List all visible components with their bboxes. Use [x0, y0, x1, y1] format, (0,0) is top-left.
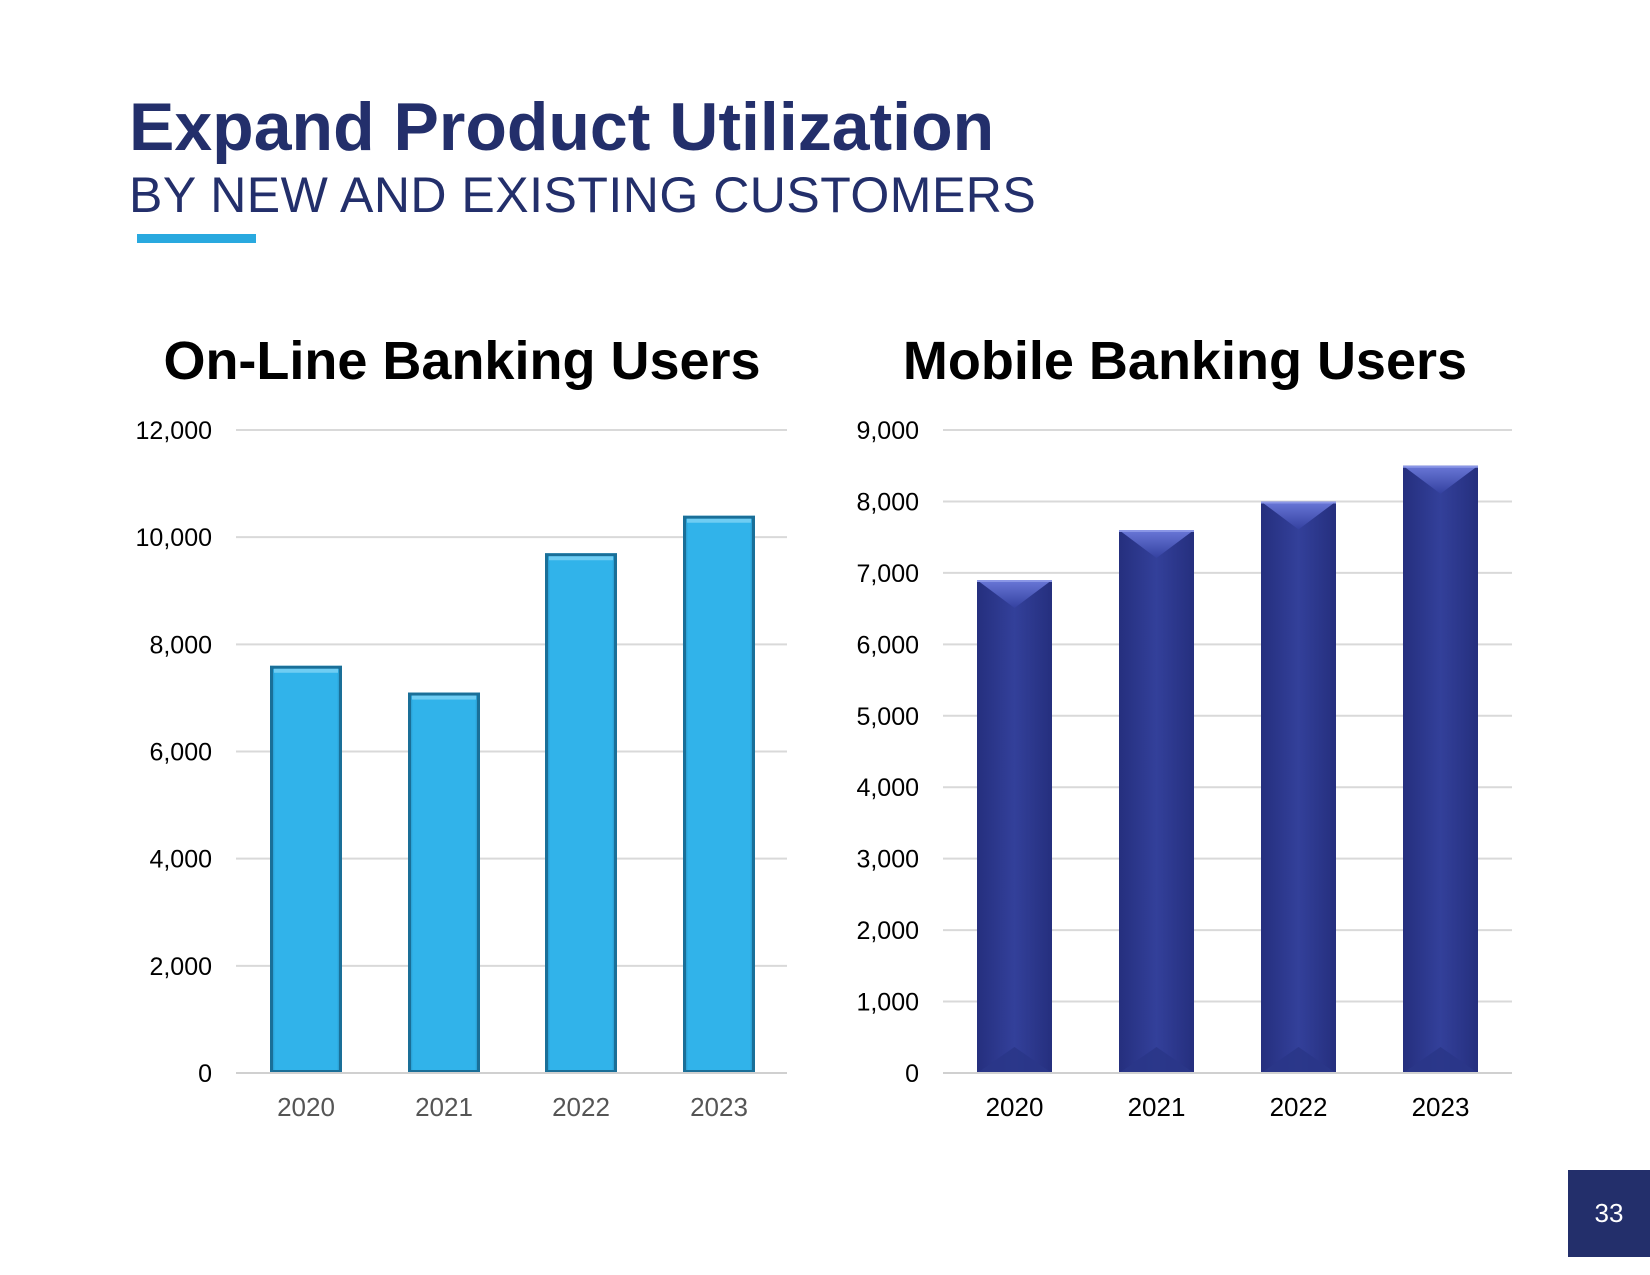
online-y-tick-label: 2,000 [149, 953, 212, 981]
online-x-tick-label: 2023 [690, 1092, 748, 1122]
online-y-tick-label: 4,000 [149, 846, 212, 874]
mobile-y-tick-label: 2,000 [856, 917, 919, 945]
online-bar-2020 [270, 665, 342, 1073]
mobile-y-tick-label: 0 [905, 1060, 919, 1088]
mobile-chart-title: Mobile Banking Users [902, 331, 1468, 391]
mobile-y-tick-label: 7,000 [856, 560, 919, 588]
online-y-tick-label: 8,000 [149, 631, 212, 659]
title-accent-bar [137, 234, 256, 243]
online-y-tick-label: 0 [198, 1060, 212, 1088]
online-bar-2021 [408, 692, 480, 1074]
mobile-y-tick-label: 1,000 [856, 989, 919, 1017]
mobile-y-tick-label: 4,000 [856, 774, 919, 802]
mobile-y-tick-label: 3,000 [856, 846, 919, 874]
online-chart-title: On-Line Banking Users [163, 331, 761, 391]
mobile-bar-2022 [1261, 501, 1336, 1073]
page-number-badge: 33 [1568, 1170, 1650, 1257]
page-title: Expand Product Utilization [129, 89, 995, 165]
mobile-bar-2020 [977, 580, 1052, 1073]
mobile-x-tick-label: 2020 [986, 1092, 1044, 1122]
online-y-tick-label: 6,000 [149, 739, 212, 767]
mobile-bar-2021 [1119, 530, 1194, 1073]
online-x-tick-label: 2022 [552, 1092, 610, 1122]
online-bar-2022 [545, 553, 617, 1073]
mobile-x-tick-label: 2021 [1128, 1092, 1186, 1122]
mobile-y-tick-label: 8,000 [856, 488, 919, 516]
online-bar-2023 [683, 515, 755, 1073]
online-x-tick-label: 2021 [415, 1092, 473, 1122]
mobile-x-tick-label: 2022 [1270, 1092, 1328, 1122]
mobile-y-tick-label: 5,000 [856, 703, 919, 731]
mobile-bar-2023 [1403, 465, 1478, 1073]
mobile-x-tick-label: 2023 [1412, 1092, 1470, 1122]
online-y-tick-label: 10,000 [136, 524, 212, 552]
page-subtitle: BY NEW AND EXISTING CUSTOMERS [129, 167, 1037, 223]
mobile-y-tick-label: 9,000 [856, 417, 919, 445]
mobile-y-tick-label: 6,000 [856, 631, 919, 659]
online-x-tick-label: 2020 [277, 1092, 335, 1122]
online-y-tick-label: 12,000 [136, 417, 212, 445]
online-banking-chart: 0 2,000 4,000 6,000 8,000 10,000 12,000 2020 202… [136, 417, 787, 1122]
mobile-banking-chart: 0 1,000 2,000 3,000 4,000 5,000 6,000 7,000 8,00… [856, 417, 1512, 1122]
